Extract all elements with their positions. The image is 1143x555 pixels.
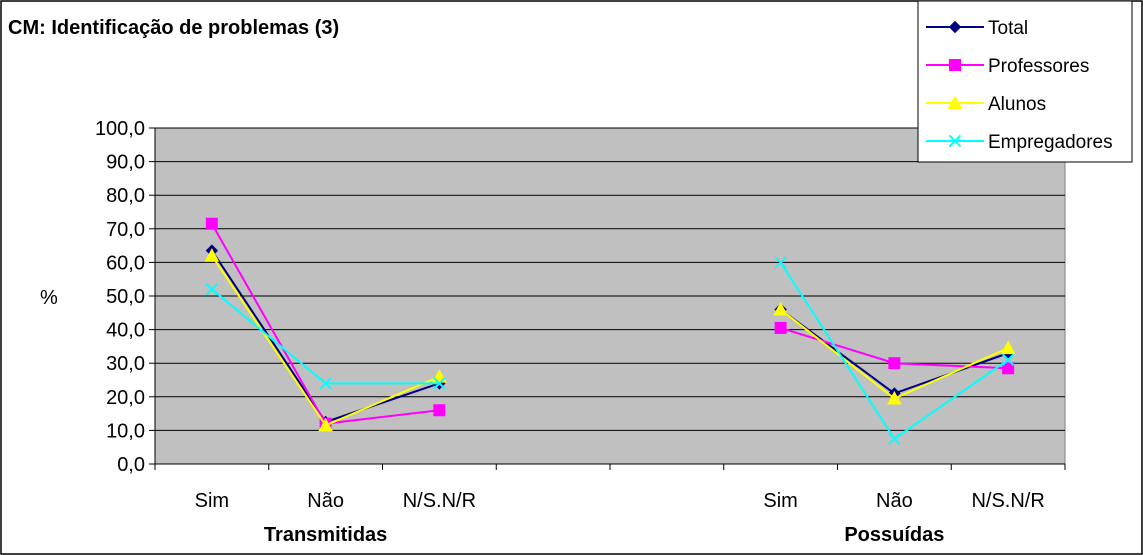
series-alunos [204,248,1016,432]
data-point [1002,362,1015,375]
y-tick-label: 10,0 [106,420,145,442]
y-tick-label: 30,0 [106,353,145,375]
legend-label: Alunos [988,94,1046,115]
y-tick-label: 90,0 [106,152,145,174]
x-tick-label: Sim [195,490,229,512]
legend-item-total: Total [926,18,1028,39]
legend-marker [948,20,962,34]
data-point [774,256,787,269]
data-point [433,377,446,390]
series-empregadores [205,256,1015,446]
data-point [887,390,902,405]
legend-item-alunos: Alunos [926,94,1046,115]
y-axis-label: % [40,287,58,309]
legend-label: Empregadores [988,132,1113,153]
legend: Total Professores Alunos Empregadores [917,0,1133,163]
x-tick-label: Não [307,490,344,512]
x-group-label-transmitidas: Transmitidas [264,524,387,546]
y-tick-label: 40,0 [106,320,145,342]
gridlines [155,127,1065,431]
data-point [1001,353,1015,367]
y-tick-label: 100,0 [95,118,145,140]
y-tick-label: 20,0 [106,387,145,409]
x-group-label-possuidas: Possuídas [844,524,944,546]
data-point [1000,340,1016,355]
data-point [773,301,788,316]
legend-item-professores: Professores [926,56,1089,77]
data-point [204,248,220,262]
x-tick-label: Não [876,490,913,512]
data-point [774,321,787,334]
x-tick-label: Sim [763,490,797,512]
legend-marker [947,95,963,109]
legend-marker [949,59,961,71]
y-tick-label: 0,0 [117,454,145,476]
legend-label: Total [988,18,1028,39]
data-point [433,404,446,417]
data-point [888,432,901,446]
data-point [205,217,218,230]
y-tick-label: 50,0 [106,286,145,308]
x-tick-label: N/S.N/R [971,490,1044,512]
x-tick-label: N/S.N/R [403,490,476,512]
y-tick-label: 80,0 [106,185,145,207]
legend-marker [948,134,962,148]
y-tick-label: 60,0 [106,252,145,274]
axes: 0,0 10,0 20,0 30,0 40,0 50,0 60,0 70,0 80,0 90,0 1… [95,118,1066,512]
data-point [318,417,333,432]
data-point [319,377,332,390]
legend-item-empregadores: Empregadores [926,132,1113,153]
legend-label: Professores [988,56,1089,77]
data-point [205,283,219,296]
data-point [888,357,901,370]
series-layer [204,217,1016,446]
y-tick-label: 70,0 [106,219,145,241]
chart-title: CM: Identificação de problemas (3) [8,17,339,39]
